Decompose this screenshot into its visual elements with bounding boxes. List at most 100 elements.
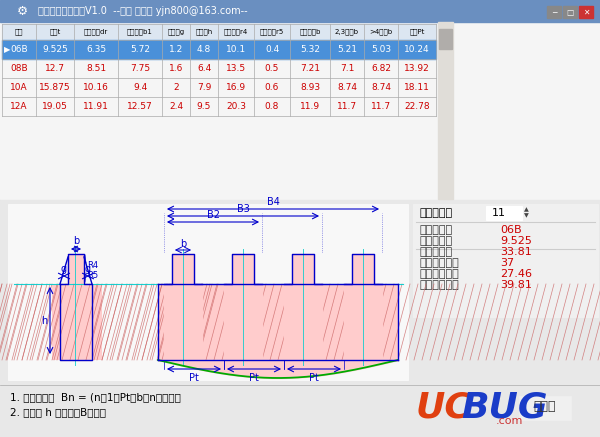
Text: Pt: Pt bbox=[189, 373, 199, 383]
Text: 单排齿宽b: 单排齿宽b bbox=[299, 29, 320, 35]
Bar bbox=[158, 284, 398, 360]
Text: 1.2: 1.2 bbox=[169, 45, 183, 54]
Bar bbox=[0, 200, 600, 385]
Text: 6.82: 6.82 bbox=[371, 64, 391, 73]
Text: B4: B4 bbox=[266, 197, 280, 207]
Text: b: b bbox=[73, 236, 79, 246]
Bar bbox=[0, 22, 600, 199]
Text: 5.03: 5.03 bbox=[371, 45, 391, 54]
Text: R4: R4 bbox=[87, 261, 98, 271]
Text: 18.11: 18.11 bbox=[404, 83, 430, 92]
Text: 12.7: 12.7 bbox=[45, 64, 65, 73]
Text: g: g bbox=[85, 264, 91, 274]
Bar bbox=[0, 0, 600, 22]
Bar bbox=[413, 204, 598, 317]
Text: 齿顶圆直径：: 齿顶圆直径： bbox=[420, 258, 460, 268]
Text: 7.1: 7.1 bbox=[340, 64, 354, 73]
Text: 圆角半径r5: 圆角半径r5 bbox=[260, 29, 284, 35]
Text: 12A: 12A bbox=[10, 102, 28, 111]
Bar bbox=[8, 204, 408, 380]
Text: 2,3排宽b: 2,3排宽b bbox=[335, 29, 359, 35]
Text: 1. 链轮齿总宽  Bn = (n－1）Pt＋b，n－排数。: 1. 链轮齿总宽 Bn = (n－1）Pt＋b，n－排数。 bbox=[10, 392, 181, 402]
Text: 8.93: 8.93 bbox=[300, 83, 320, 92]
Text: 8.51: 8.51 bbox=[86, 64, 106, 73]
Text: 5.21: 5.21 bbox=[337, 45, 357, 54]
Text: 1.6: 1.6 bbox=[169, 64, 183, 73]
Bar bbox=[579, 6, 593, 18]
Text: 9.525: 9.525 bbox=[500, 236, 532, 246]
Text: 11.91: 11.91 bbox=[83, 102, 109, 111]
Text: Pt: Pt bbox=[249, 373, 259, 383]
Bar bbox=[547, 6, 561, 18]
Polygon shape bbox=[224, 254, 262, 360]
Text: 11.9: 11.9 bbox=[300, 102, 320, 111]
Bar bbox=[2, 24, 436, 40]
Text: 37: 37 bbox=[500, 258, 514, 268]
Text: 游戏网: 游戏网 bbox=[534, 400, 556, 413]
Text: 7.9: 7.9 bbox=[197, 83, 211, 92]
Text: ▶: ▶ bbox=[4, 45, 11, 54]
Polygon shape bbox=[60, 254, 92, 360]
Text: 11.7: 11.7 bbox=[337, 102, 357, 111]
Text: 06B: 06B bbox=[500, 225, 521, 235]
Text: 输入齿数：: 输入齿数： bbox=[420, 208, 453, 218]
Text: 6.4: 6.4 bbox=[197, 64, 211, 73]
Text: 5.72: 5.72 bbox=[130, 45, 150, 54]
Text: 10.1: 10.1 bbox=[226, 45, 246, 54]
Text: 2. 倒角深 h 仅适用于B型齿。: 2. 倒角深 h 仅适用于B型齿。 bbox=[10, 407, 106, 417]
Text: 倒角深h: 倒角深h bbox=[196, 29, 212, 35]
Text: 倒角宽g: 倒角宽g bbox=[167, 29, 185, 35]
Text: g: g bbox=[61, 264, 67, 274]
Text: UC: UC bbox=[416, 390, 472, 424]
Text: 齿根圆直径：: 齿根圆直径： bbox=[420, 269, 460, 279]
Text: 13.92: 13.92 bbox=[404, 64, 430, 73]
Text: 10A: 10A bbox=[10, 83, 28, 92]
Text: 0.8: 0.8 bbox=[265, 102, 279, 111]
Text: b: b bbox=[180, 239, 186, 249]
Text: B2: B2 bbox=[206, 210, 220, 220]
Bar bbox=[2, 40, 436, 59]
Text: 节距t: 节距t bbox=[49, 29, 61, 35]
Text: h: h bbox=[41, 316, 47, 326]
Text: 5.32: 5.32 bbox=[300, 45, 320, 54]
Text: 2.4: 2.4 bbox=[169, 102, 183, 111]
Text: 15.875: 15.875 bbox=[39, 83, 71, 92]
Text: ─: ─ bbox=[551, 7, 556, 17]
Text: 20.3: 20.3 bbox=[226, 102, 246, 111]
Bar bbox=[563, 6, 577, 18]
Text: 量柱测量距：: 量柱测量距： bbox=[420, 280, 460, 290]
Bar bbox=[0, 385, 600, 437]
Text: 倒角半径r4: 倒角半径r4 bbox=[224, 29, 248, 35]
Text: 0.6: 0.6 bbox=[265, 83, 279, 92]
Text: R5: R5 bbox=[87, 271, 98, 281]
Polygon shape bbox=[164, 254, 202, 360]
Text: 11.7: 11.7 bbox=[371, 102, 391, 111]
Text: 16.9: 16.9 bbox=[226, 83, 246, 92]
Text: □: □ bbox=[566, 7, 574, 17]
Text: 11: 11 bbox=[492, 208, 506, 218]
Text: Pt: Pt bbox=[309, 373, 319, 383]
Text: 当前节距：: 当前节距： bbox=[420, 236, 453, 246]
Text: 链轮参数计算程序V1.0  --编制 杨建衣 yjn800@163.com--: 链轮参数计算程序V1.0 --编制 杨建衣 yjn800@163.com-- bbox=[38, 6, 248, 16]
Bar bbox=[439, 29, 452, 49]
Text: 08B: 08B bbox=[10, 64, 28, 73]
Text: 19.05: 19.05 bbox=[42, 102, 68, 111]
Text: 7.21: 7.21 bbox=[300, 64, 320, 73]
Text: 节圆直径：: 节圆直径： bbox=[420, 247, 453, 257]
Text: 链号: 链号 bbox=[15, 29, 23, 35]
Text: 9.5: 9.5 bbox=[197, 102, 211, 111]
Text: 滚子直径dr: 滚子直径dr bbox=[84, 29, 108, 35]
Text: 6.35: 6.35 bbox=[86, 45, 106, 54]
Text: 39.81: 39.81 bbox=[500, 280, 532, 290]
Text: B3: B3 bbox=[236, 204, 250, 214]
Text: 0.4: 0.4 bbox=[265, 45, 279, 54]
Text: 13.5: 13.5 bbox=[226, 64, 246, 73]
Text: 33.81: 33.81 bbox=[500, 247, 532, 257]
Text: 10.16: 10.16 bbox=[83, 83, 109, 92]
Bar bbox=[519, 396, 571, 420]
Text: >4排宽b: >4排宽b bbox=[370, 29, 392, 35]
Text: ⚙: ⚙ bbox=[16, 4, 28, 17]
Polygon shape bbox=[284, 254, 322, 360]
Text: 7.75: 7.75 bbox=[130, 64, 150, 73]
Text: 06B: 06B bbox=[10, 45, 28, 54]
